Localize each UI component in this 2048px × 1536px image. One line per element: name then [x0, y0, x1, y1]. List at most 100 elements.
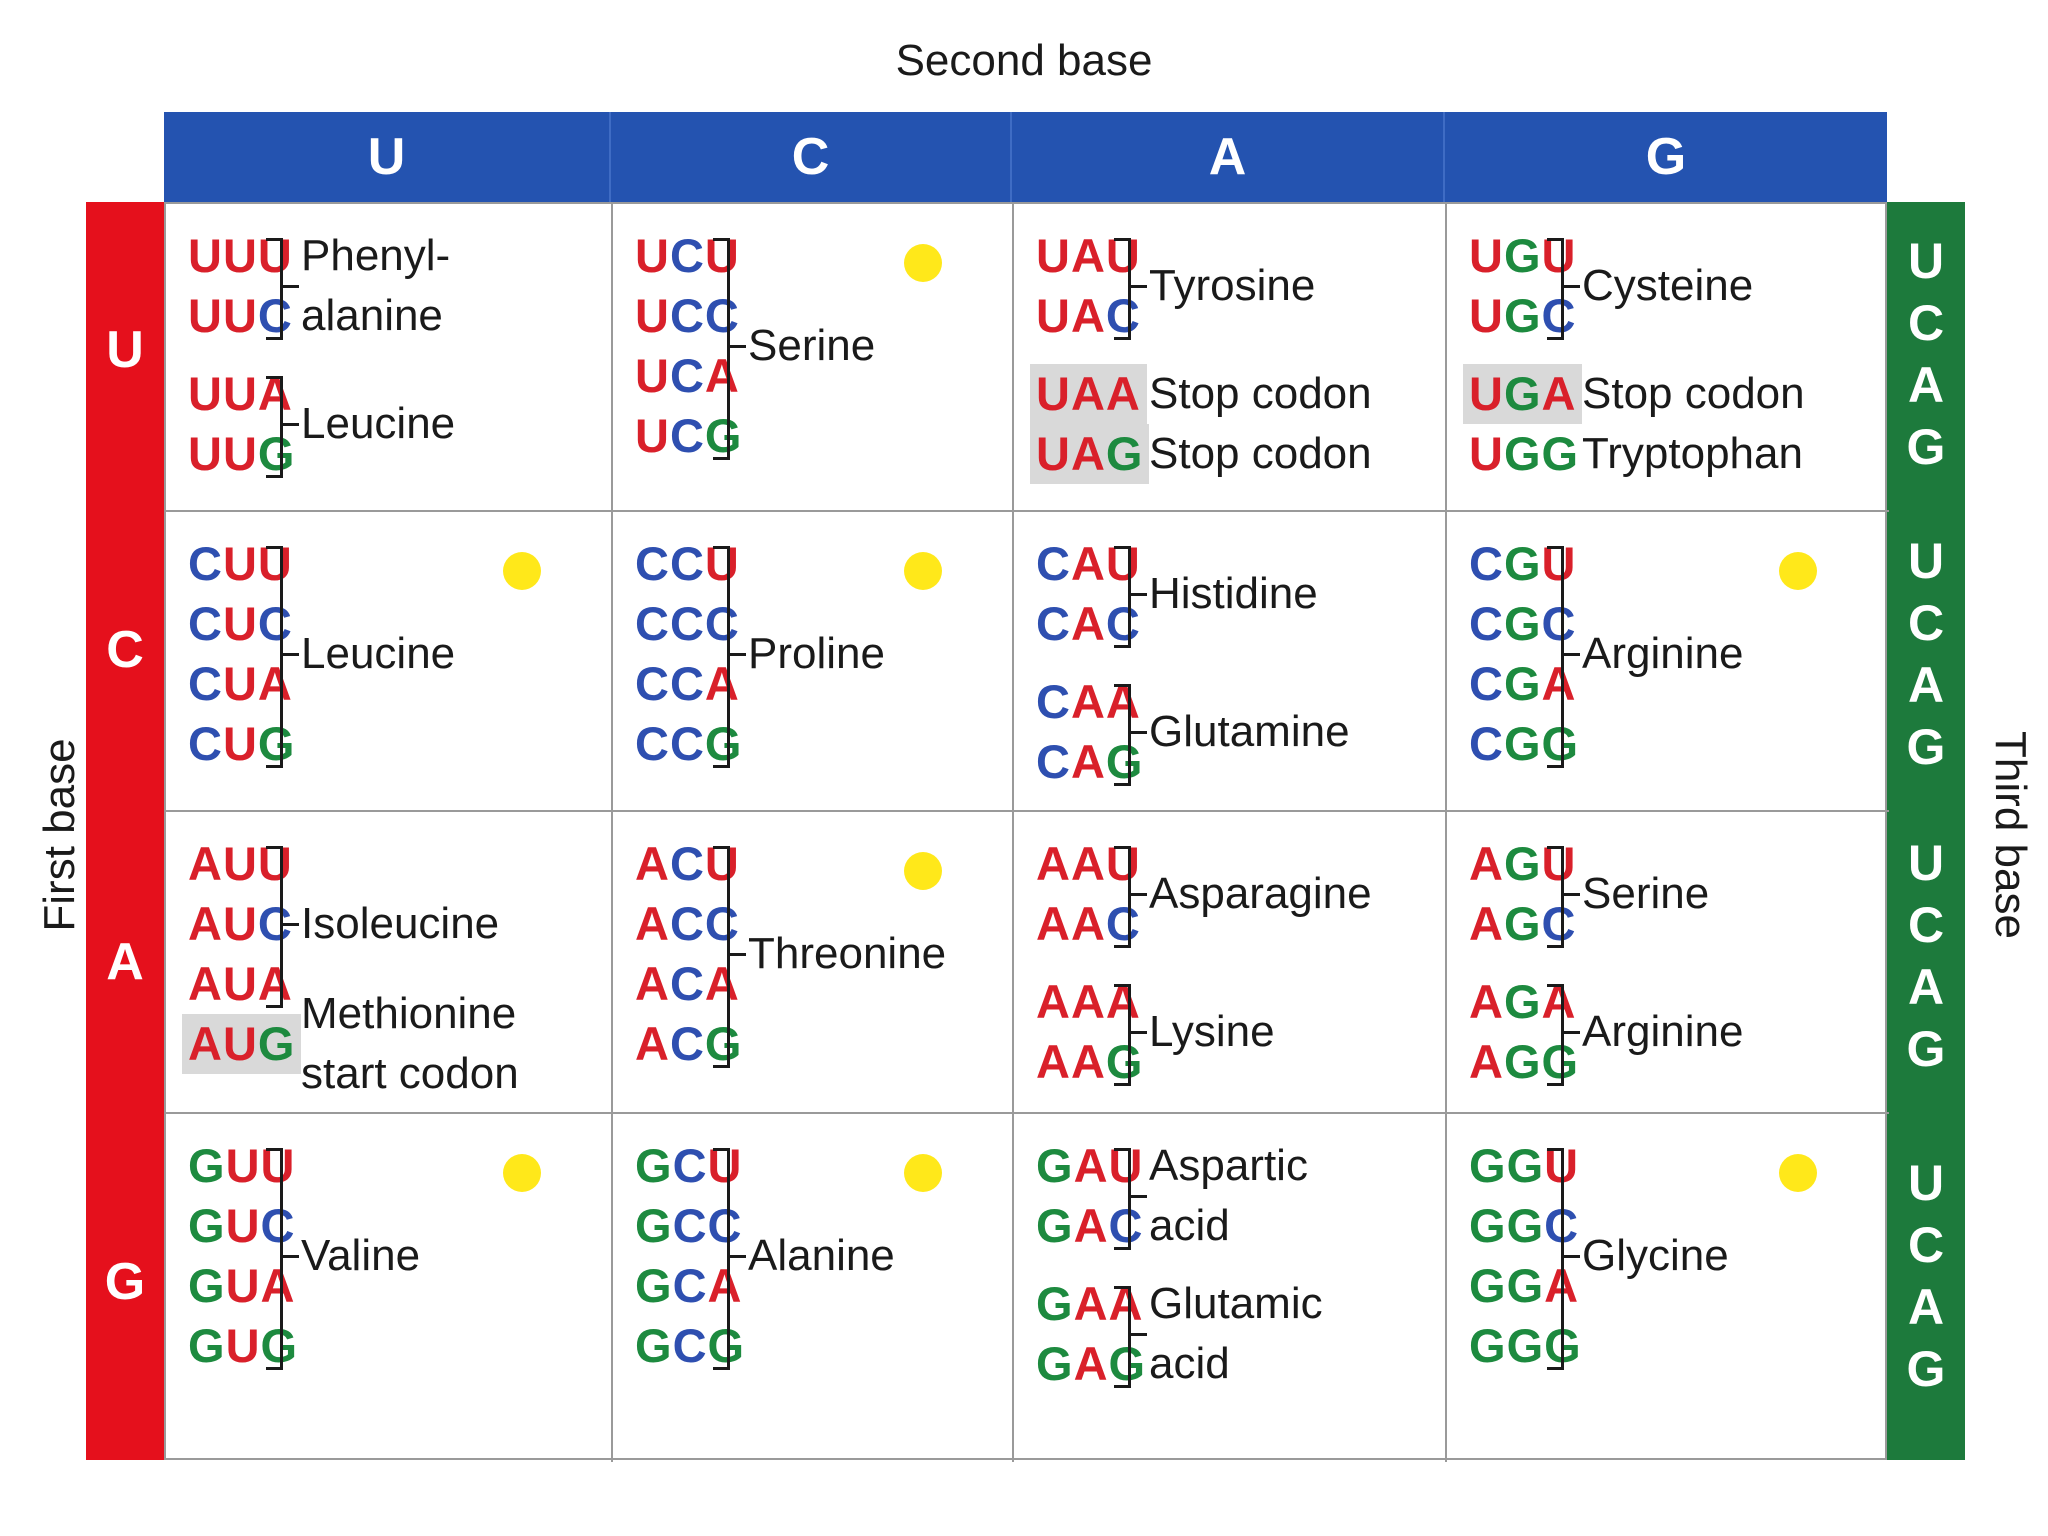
codon-base: A — [1036, 897, 1071, 950]
amino-acid-label: Stop codon — [1582, 364, 1805, 424]
bracket-tick — [283, 653, 299, 656]
codon-base: C — [188, 717, 223, 770]
third-base-letter: G — [1906, 1341, 1946, 1397]
codon-base: A — [1070, 427, 1106, 480]
codon: AUG — [182, 1014, 302, 1074]
codon-base: C — [704, 597, 740, 650]
codon-base: C — [672, 1199, 708, 1252]
codon-base: U — [257, 837, 293, 890]
amino-acid-label: Isoleucine — [301, 894, 499, 954]
codon-base: G — [635, 1259, 673, 1312]
yellow-dot-marker — [904, 244, 942, 282]
codon-base: U — [222, 957, 258, 1010]
codon-base: U — [1036, 229, 1071, 282]
bracket-tick — [730, 953, 746, 956]
amino-acid-text: Stop codon — [1149, 429, 1372, 478]
codon-base: C — [1469, 597, 1504, 650]
codon-base: A — [1070, 229, 1106, 282]
codon-base: C — [1541, 597, 1577, 650]
codon: UAC — [1036, 286, 1141, 346]
codon-base: U — [222, 229, 258, 282]
codon-bracket — [266, 546, 283, 768]
codon-base: U — [1469, 289, 1504, 342]
codon: CUC — [188, 594, 293, 654]
codon-base: C — [1036, 735, 1071, 788]
amino-acid-text: Stop codon — [1149, 369, 1372, 418]
codon-base: U — [1108, 1139, 1144, 1192]
third-base-letter: G — [1906, 1021, 1946, 1077]
codon: CAA — [1036, 672, 1141, 732]
amino-acid-text: Isoleucine — [301, 899, 500, 948]
amino-acid-text: alanine — [301, 291, 443, 340]
codon: UGU — [1469, 226, 1576, 286]
codon-base: U — [188, 289, 223, 342]
bracket-tick — [1131, 1031, 1147, 1034]
codon-cell: CUU CUC CUA CUG Leucine — [166, 512, 613, 812]
amino-acid-label: Proline — [748, 624, 885, 684]
codon-base: G — [707, 1319, 746, 1372]
codon: GUG — [188, 1316, 298, 1376]
codon-base: C — [672, 1139, 708, 1192]
codon-bracket — [1547, 238, 1564, 340]
amino-acid-label: Lysine — [1149, 1002, 1275, 1062]
codon-cell: CCU CCC CCA CCG Proline — [613, 512, 1014, 812]
codon-base: A — [1036, 1035, 1071, 1088]
codon: AAA — [1036, 972, 1141, 1032]
codon-base: A — [1105, 367, 1141, 420]
codon: CGU — [1469, 534, 1576, 594]
amino-acid-label: Serine — [1582, 864, 1709, 924]
codon-base: G — [1105, 427, 1144, 480]
codon-base: A — [635, 957, 670, 1010]
codon-base: C — [704, 289, 740, 342]
bracket-tick — [283, 1255, 299, 1258]
amino-acid-text: Stop codon — [1582, 369, 1805, 418]
second-base-a: A — [1012, 112, 1445, 202]
codon-base: A — [1073, 1199, 1109, 1252]
amino-acid-label: Phenyl-alanine — [301, 226, 450, 346]
codon-base: C — [260, 1199, 296, 1252]
codon-base: U — [225, 1139, 261, 1192]
amino-acid-label: Arginine — [1582, 624, 1743, 684]
codon-base: C — [669, 1017, 705, 1070]
codon-base: U — [222, 427, 258, 480]
codon-base: U — [1105, 837, 1141, 890]
codon-base: G — [257, 427, 296, 480]
codon-bracket — [1114, 238, 1131, 340]
codon: CCG — [635, 714, 742, 774]
codon-base: U — [635, 409, 670, 462]
codon-base: U — [222, 657, 258, 710]
codon-base: C — [188, 597, 223, 650]
yellow-dot-marker — [904, 1154, 942, 1192]
codon-base: A — [1105, 975, 1141, 1028]
amino-acid-text: Arginine — [1582, 629, 1744, 678]
codon-base: U — [707, 1139, 743, 1192]
amino-acid-label: Glutamine — [1149, 702, 1350, 762]
bracket-tick — [1131, 893, 1147, 896]
amino-acid-label: Stop codon — [1149, 424, 1372, 484]
codon-bracket — [1114, 684, 1131, 786]
codon-base: A — [188, 897, 223, 950]
codon-base: G — [635, 1139, 673, 1192]
codon-base: G — [1503, 367, 1542, 420]
codon-base: U — [635, 349, 670, 402]
codon-base: U — [222, 717, 258, 770]
codon-base: C — [707, 1199, 743, 1252]
codon-bracket — [713, 1148, 730, 1370]
amino-acid-text: Glutamine — [1149, 707, 1350, 756]
codon-base: U — [260, 1139, 296, 1192]
codon-base: C — [669, 957, 705, 1010]
codon-base: G — [1503, 975, 1542, 1028]
codon-base: U — [222, 367, 258, 420]
codon-base: G — [257, 717, 296, 770]
codon: AUC — [188, 894, 293, 954]
codon-cell: GGU GGC GGA GGG Glycine — [1447, 1114, 1889, 1462]
codon: UGC — [1469, 286, 1576, 346]
codon-base: A — [1036, 837, 1071, 890]
codon-base: G — [1503, 717, 1542, 770]
codon: GAA — [1036, 1274, 1143, 1334]
codon-bracket — [713, 546, 730, 768]
codon-base: G — [1503, 427, 1542, 480]
codon-base: A — [1469, 837, 1504, 890]
bracket-tick — [1131, 1333, 1147, 1336]
